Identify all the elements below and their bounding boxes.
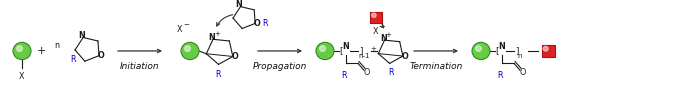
Text: R: R [70, 55, 76, 64]
Bar [370, 12, 382, 23]
Text: N: N [235, 0, 242, 9]
Text: R: R [497, 72, 503, 80]
Ellipse shape [372, 13, 376, 17]
Text: +: + [370, 46, 376, 52]
Text: +: + [386, 32, 391, 38]
Text: +: + [214, 32, 220, 37]
Text: N: N [342, 42, 349, 51]
Text: Termination: Termination [410, 62, 463, 71]
Text: Initiation: Initiation [120, 62, 160, 71]
Text: +: + [37, 46, 47, 56]
Text: O: O [402, 52, 408, 61]
Ellipse shape [181, 42, 199, 60]
Ellipse shape [316, 42, 334, 60]
Ellipse shape [475, 46, 482, 51]
Text: [: [ [339, 46, 342, 55]
Text: X: X [177, 25, 183, 34]
Text: O: O [232, 52, 238, 61]
Ellipse shape [17, 46, 22, 51]
Text: O: O [520, 68, 526, 77]
Text: O: O [97, 51, 104, 60]
Text: [: [ [495, 46, 498, 55]
Bar [542, 45, 554, 57]
Ellipse shape [320, 46, 326, 51]
Ellipse shape [185, 46, 190, 51]
Text: N: N [498, 42, 505, 51]
Text: R: R [389, 68, 393, 77]
Text: n: n [518, 53, 522, 59]
Text: Propagation: Propagation [253, 62, 307, 71]
Text: −: − [379, 24, 385, 30]
Text: X: X [20, 72, 25, 81]
Text: O: O [254, 19, 260, 28]
Text: R: R [342, 72, 346, 80]
Text: N: N [380, 34, 387, 43]
Text: −: − [183, 22, 189, 28]
Text: ]: ] [515, 46, 519, 55]
Text: R: R [262, 19, 268, 28]
Text: n: n [55, 41, 60, 50]
Text: O: O [364, 68, 370, 77]
Text: X: X [373, 27, 379, 36]
Text: R: R [216, 70, 220, 79]
Ellipse shape [472, 42, 490, 60]
Text: n-1: n-1 [358, 53, 370, 59]
Ellipse shape [13, 42, 31, 60]
Text: N: N [209, 33, 216, 42]
Ellipse shape [543, 46, 548, 51]
Text: ]: ] [359, 46, 363, 55]
Text: N: N [78, 31, 85, 40]
